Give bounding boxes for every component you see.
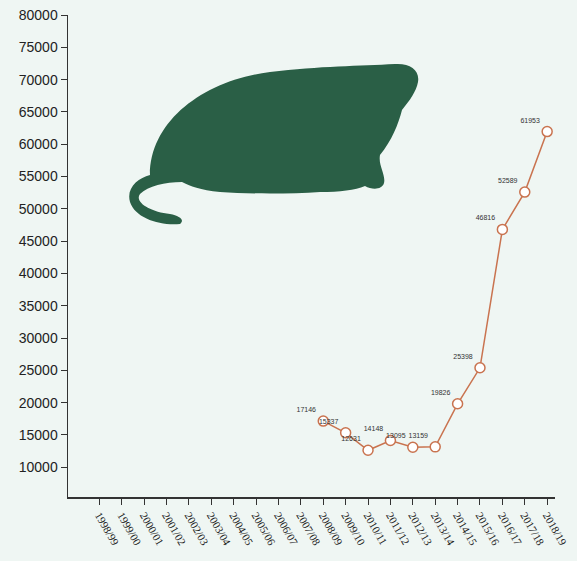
svg-text:17146: 17146	[297, 406, 317, 413]
svg-text:2010/11: 2010/11	[362, 510, 390, 547]
svg-text:2008/09: 2008/09	[317, 510, 346, 548]
svg-text:40000: 40000	[19, 265, 58, 281]
svg-text:30000: 30000	[19, 330, 58, 346]
svg-text:2018/19: 2018/19	[541, 510, 570, 548]
svg-text:13095: 13095	[386, 432, 406, 439]
svg-text:14148: 14148	[364, 425, 384, 432]
svg-text:2003/04: 2003/04	[205, 510, 234, 548]
svg-text:65000: 65000	[19, 104, 58, 120]
svg-text:15337: 15337	[319, 418, 339, 425]
svg-text:20000: 20000	[19, 395, 58, 411]
svg-text:12631: 12631	[341, 435, 361, 442]
svg-text:2015/16: 2015/16	[473, 510, 502, 548]
svg-text:75000: 75000	[19, 39, 58, 55]
svg-text:2000/01: 2000/01	[138, 510, 166, 547]
svg-text:13159: 13159	[408, 432, 428, 439]
svg-text:1998/99: 1998/99	[93, 510, 122, 548]
svg-text:2005/06: 2005/06	[250, 510, 279, 548]
svg-text:19826: 19826	[431, 389, 451, 396]
svg-text:2016/17: 2016/17	[496, 510, 525, 548]
svg-text:1999/00: 1999/00	[115, 510, 144, 548]
svg-text:60000: 60000	[19, 136, 58, 152]
svg-text:50000: 50000	[19, 201, 58, 217]
svg-text:2004/05: 2004/05	[227, 510, 256, 548]
svg-text:2007/08: 2007/08	[294, 510, 323, 548]
svg-text:70000: 70000	[19, 72, 58, 88]
svg-text:52589: 52589	[498, 177, 518, 184]
svg-text:80000: 80000	[19, 7, 58, 23]
svg-text:2009/10: 2009/10	[339, 510, 368, 548]
svg-text:61953: 61953	[520, 117, 540, 124]
svg-text:2014/15: 2014/15	[451, 510, 480, 548]
svg-text:2001/02: 2001/02	[160, 510, 188, 547]
svg-text:2011/12: 2011/12	[384, 510, 412, 547]
svg-text:2012/13: 2012/13	[406, 510, 435, 548]
svg-text:2002/03: 2002/03	[182, 510, 211, 548]
svg-text:25000: 25000	[19, 362, 58, 378]
svg-text:2017/18: 2017/18	[518, 510, 547, 548]
svg-text:2013/14: 2013/14	[429, 510, 458, 548]
svg-text:45000: 45000	[19, 233, 58, 249]
svg-text:2006/07: 2006/07	[272, 510, 301, 548]
svg-text:55000: 55000	[19, 168, 58, 184]
svg-text:35000: 35000	[19, 298, 58, 314]
svg-text:46816: 46816	[476, 214, 496, 221]
svg-text:25398: 25398	[453, 353, 473, 360]
svg-text:15000: 15000	[19, 427, 58, 443]
svg-text:10000: 10000	[19, 459, 58, 475]
